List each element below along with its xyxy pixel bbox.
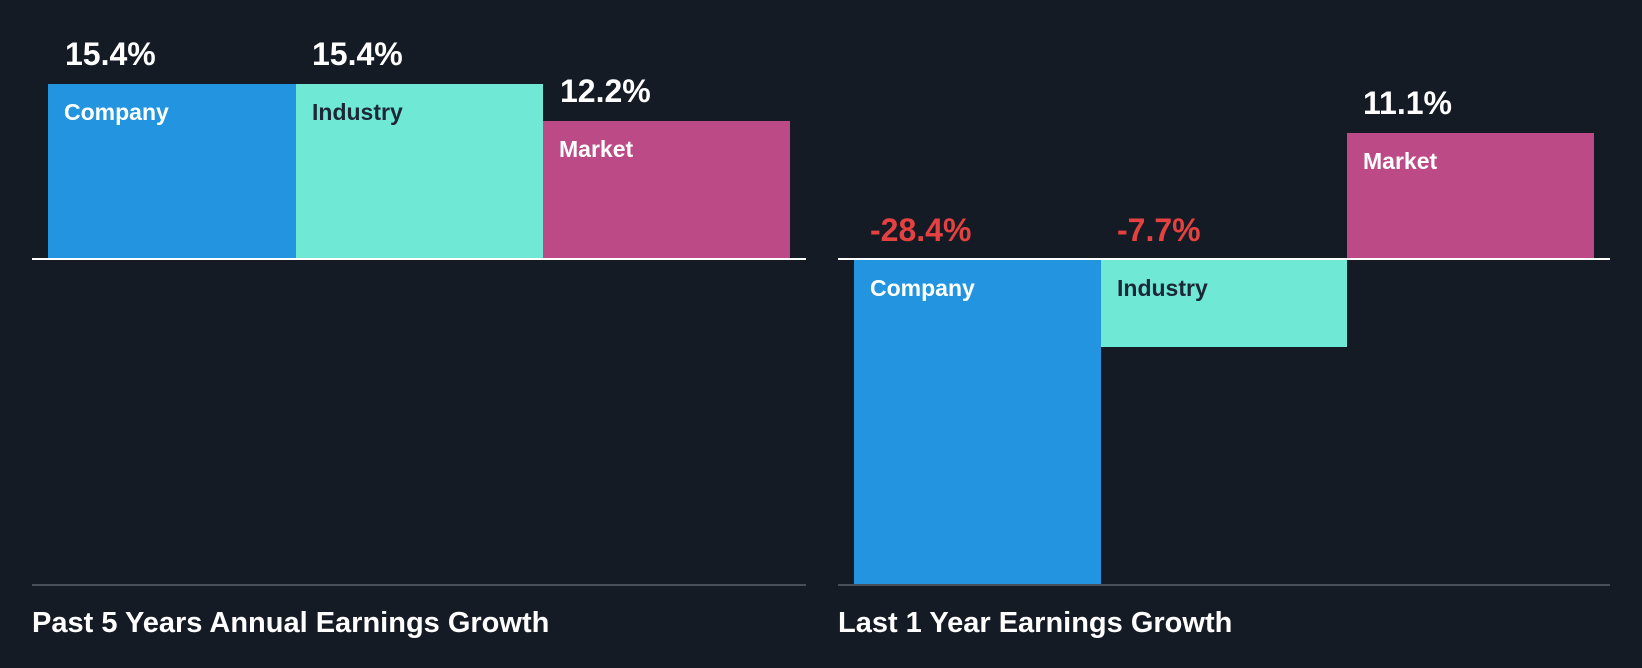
company-value: -28.4% — [870, 212, 972, 248]
market-bar: Market — [543, 121, 790, 259]
industry-bar: Industry — [1101, 259, 1347, 347]
industry-value: -7.7% — [1117, 212, 1201, 248]
company-bar: Company — [854, 259, 1101, 584]
chart-title: Past 5 Years Annual Earnings Growth — [32, 607, 550, 639]
company-bar: Company — [48, 84, 296, 259]
company-label: Company — [870, 275, 975, 301]
bottom-axis-line — [838, 584, 1610, 586]
company-label: Company — [64, 99, 169, 125]
company-value: 15.4% — [65, 36, 156, 72]
industry-bar: Industry — [296, 84, 543, 259]
market-label: Market — [559, 136, 634, 162]
bottom-axis-line — [32, 584, 806, 586]
zero-baseline — [32, 258, 806, 260]
market-value: 12.2% — [560, 73, 651, 109]
zero-baseline — [838, 258, 1610, 260]
industry-label: Industry — [312, 99, 403, 125]
market-bar: Market — [1347, 133, 1594, 259]
market-value: 11.1% — [1363, 85, 1452, 121]
chart-title: Last 1 Year Earnings Growth — [838, 607, 1233, 639]
market-label: Market — [1363, 148, 1438, 174]
industry-value: 15.4% — [312, 36, 403, 72]
past-5-years-chart: 15.4% 15.4% 12.2% Company Industry Marke… — [32, 36, 806, 639]
industry-label: Industry — [1117, 275, 1208, 301]
